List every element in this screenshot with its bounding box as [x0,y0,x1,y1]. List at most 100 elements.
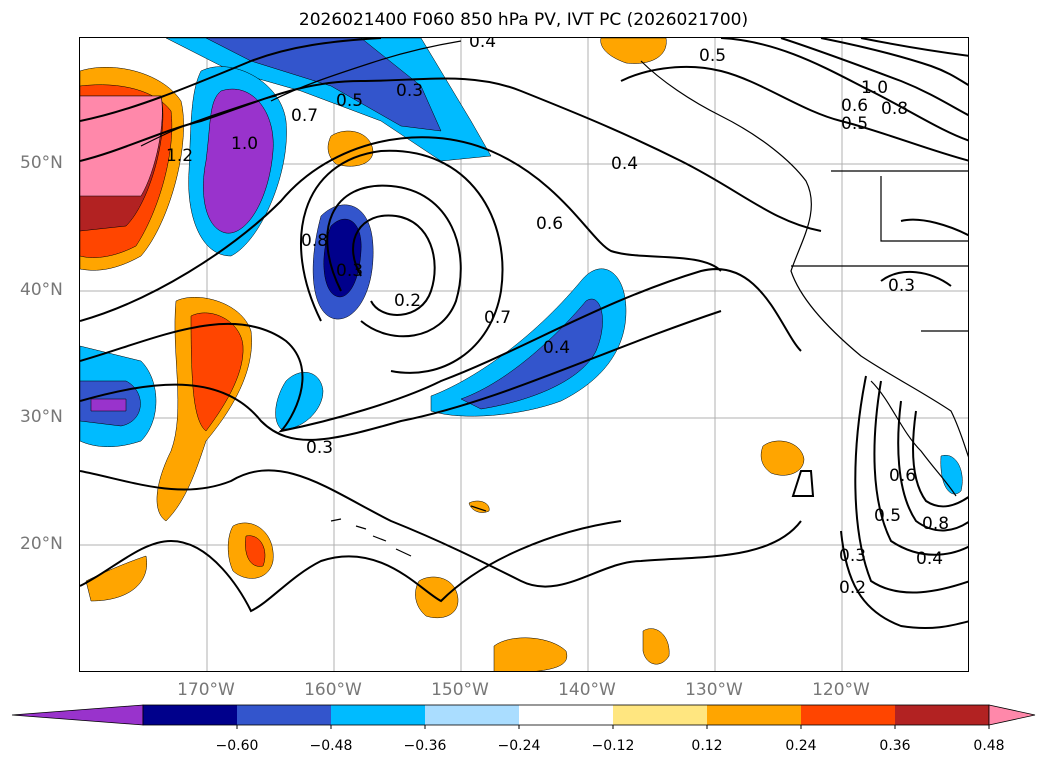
contour-line [620,65,968,162]
ivt-contours [80,38,968,630]
pv-positive-region-west-core [80,95,163,197]
contour-line [80,310,722,441]
colorbar-segment [143,705,237,725]
lat-label-50n: 50°N [20,153,63,173]
lat-label-40n: 40°N [20,280,63,300]
contour-label: 0.4 [543,338,570,358]
colorbar-tick-label: −0.36 [403,738,447,754]
contour-line [80,136,722,322]
colorbar-segment [613,705,707,725]
contour-line [912,410,968,508]
contour-labels: 0.4 0.5 0.5 0.3 0.7 1.0 0.8 0.6 0.5 1.2 … [166,38,949,598]
colorbar-tick-label: −0.60 [215,738,259,754]
hawaii-islands [330,518,412,557]
lon-label-130w: 130°W [685,680,743,700]
contour-line [300,149,504,374]
coastline-north-america-inner [880,176,968,242]
colorbar-segment [801,705,895,725]
contour-label: 0.3 [306,438,333,458]
contour-line [720,38,968,142]
contour-line [326,184,462,338]
contour-label: 0.8 [301,231,328,251]
pv-negative-region-baja [940,455,963,495]
contour-line [873,380,968,556]
map-title: 2026021400 F060 850 hPa PV, IVT PC (2026… [298,10,749,30]
pv-negative-region-low-center-core [323,218,362,298]
pv-positive-region-south [493,637,568,671]
colorbar-tick-label: −0.24 [497,738,541,754]
coastline-north-america [640,60,968,458]
pv-negative-region-bering-core [203,88,274,234]
contour-line [780,38,968,117]
contour-line [80,77,822,232]
lon-label-170w: 170°W [177,680,235,700]
contour-label: 0.7 [484,308,511,328]
contour-line [854,375,968,594]
pv-positive-region-central-west-core [190,312,244,432]
colorbar-tick-label: 0.48 [973,738,1005,754]
coastlines [140,40,968,557]
pv-positive-region-south-island-core [245,535,266,567]
colorbar-tick-label: 0.24 [785,738,817,754]
colorbar-segment [237,705,331,725]
colorbar-segment [425,705,519,725]
contour-label: 0.2 [394,291,421,311]
contour-line [897,400,968,532]
pv-negative-region-gulf-alaska-core [205,38,442,132]
contour-label: 0.3 [888,276,915,296]
contour-label: 1.2 [166,146,193,166]
colorbar-extend-low [11,704,144,726]
contour-line [80,520,622,613]
negative-pv-fills [80,38,963,495]
contour-label: 0.5 [874,506,901,526]
contour-line [80,469,802,588]
contour-label: 0.4 [469,38,496,52]
contour-line [80,268,802,433]
lat-label-20n: 20°N [20,534,63,554]
contour-label: 0.6 [889,466,916,486]
contour-label: 0.6 [841,96,868,116]
lat-label-30n: 30°N [20,407,63,427]
coastline-alaska [270,40,462,102]
pv-negative-region-west-center [90,398,127,412]
lon-label-150w: 150°W [431,680,489,700]
coastline-aleutians [140,95,277,147]
contour-line [860,38,968,57]
contour-label: 1.0 [861,78,888,98]
contour-label: 0.2 [839,578,866,598]
colorbar [11,704,1036,729]
island-marker [470,505,487,512]
contour-line [791,470,815,497]
pv-positive-region-tiny [468,500,490,513]
contour-label: 0.8 [922,514,949,534]
colorbar-tick-label: −0.48 [309,738,353,754]
colorbar-segment [519,705,613,725]
contour-label: 0.6 [536,214,563,234]
positive-pv-fills [80,38,805,671]
pv-negative-region-subtropical-jet-core [460,298,603,410]
colorbar-tick-label: −0.12 [591,738,635,754]
colorbar-segment [707,705,801,725]
colorbar-segments [11,704,1036,729]
contour-line [840,530,968,630]
lon-label-120w: 120°W [812,680,870,700]
contour-label: 0.5 [699,46,726,66]
contour-line [880,270,952,287]
contour-line [352,214,436,316]
contour-line [900,218,968,237]
contour-label: 0.5 [841,114,868,134]
contour-label: 1.0 [231,134,258,154]
colorbar-segment [331,705,425,725]
map-plot: 0.4 0.5 0.5 0.3 0.7 1.0 0.8 0.6 0.5 1.2 … [80,38,968,671]
contour-label: 0.4 [916,549,943,569]
contour-line [820,38,968,86]
pv-positive-region-south-east [642,628,670,665]
contour-label: 0.3 [336,261,363,281]
contour-label: 0.8 [881,99,908,119]
pv-positive-region-east-small [760,440,805,476]
colorbar-extend-high [988,704,1036,726]
coastline-baja [870,380,957,497]
colorbar-segment [895,705,989,725]
colorbar-tick-label: 0.12 [691,738,723,754]
map-panel: 0.4 0.5 0.5 0.3 0.7 1.0 0.8 0.6 0.5 1.2 … [79,37,969,672]
